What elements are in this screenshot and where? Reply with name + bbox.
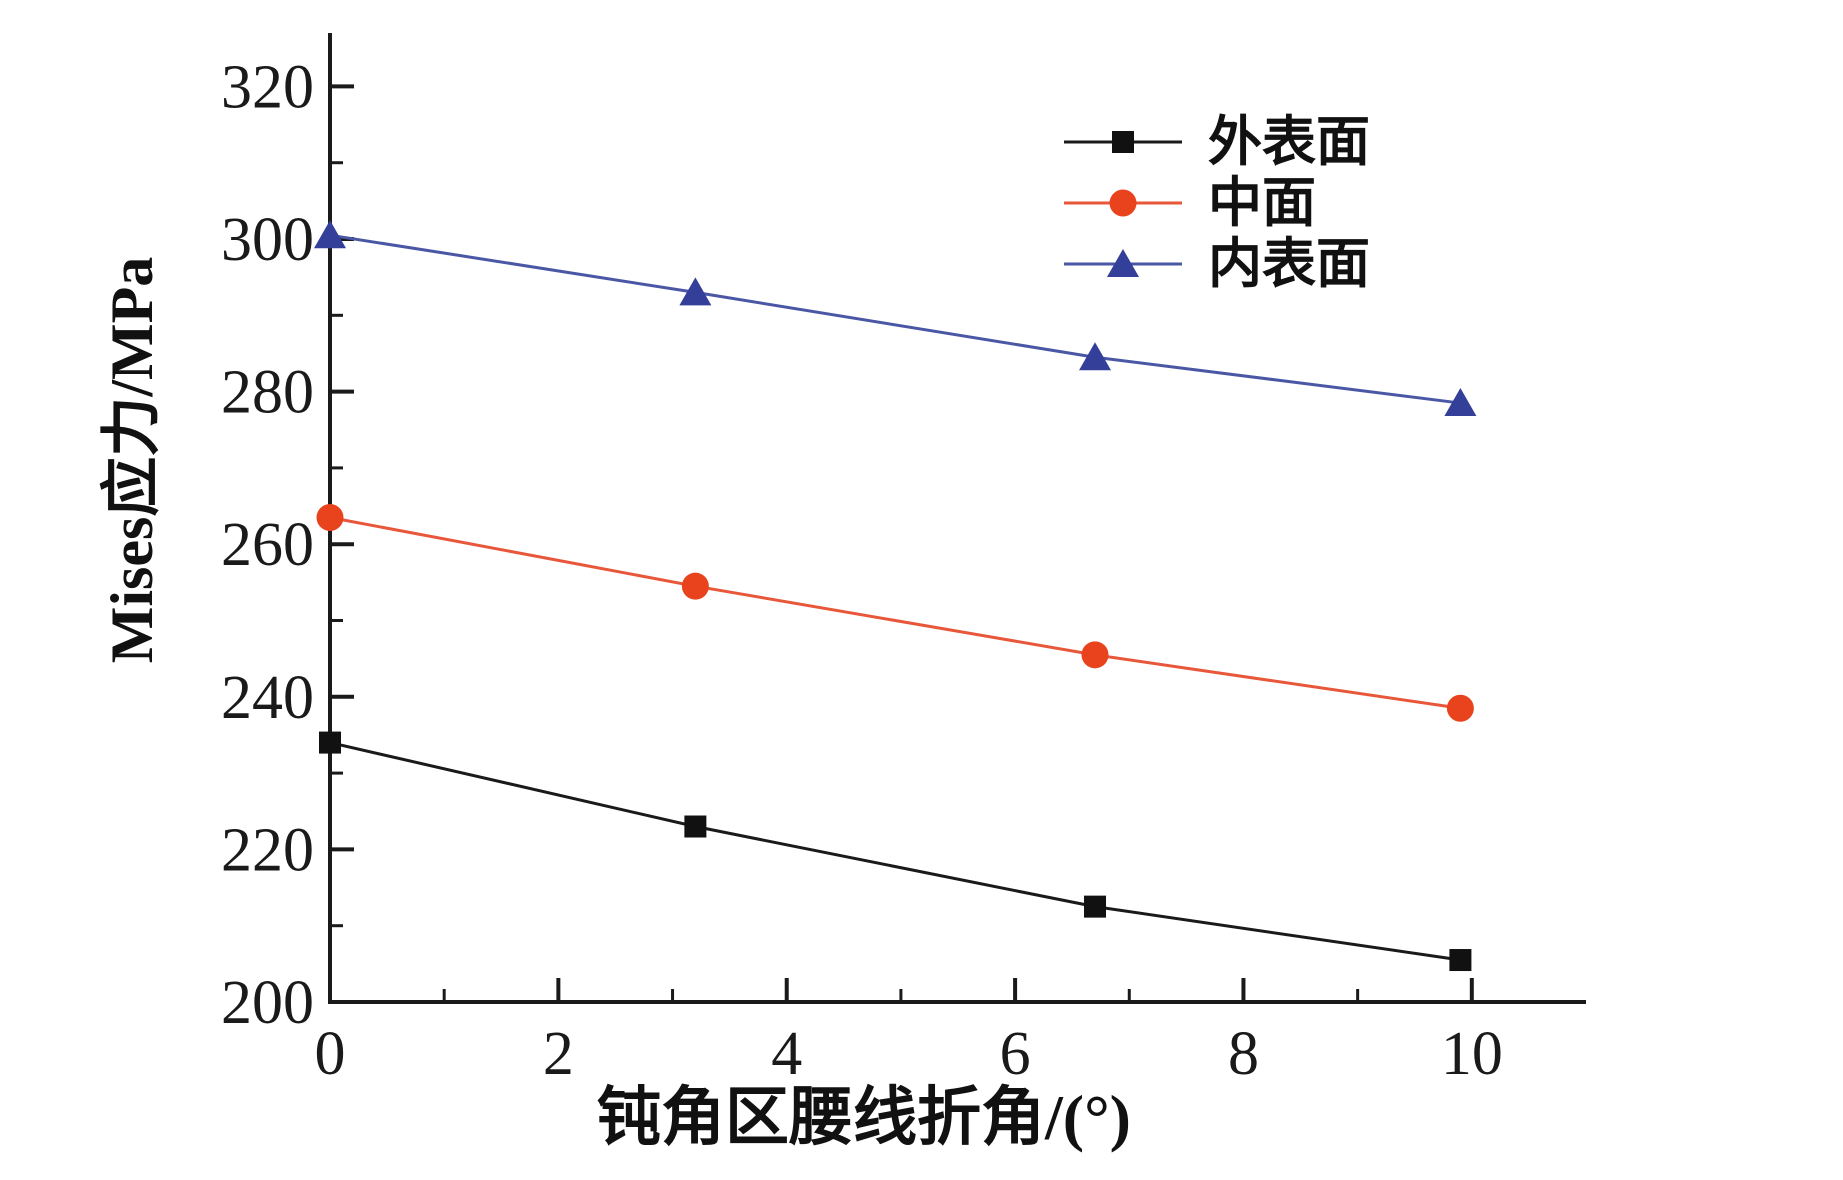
x-tick-label: 10 (1441, 1020, 1503, 1088)
data-point-circle (1081, 641, 1109, 669)
x-tick-label: 6 (1000, 1020, 1031, 1088)
legend-label-inner-surface: 内表面 (1208, 233, 1370, 294)
data-point-circle (1446, 694, 1474, 722)
legend-marker-triangle-icon (1064, 248, 1182, 277)
y-tick-label: 200 (221, 969, 314, 1037)
data-point-triangle (1079, 342, 1112, 371)
data-point-square (319, 731, 341, 754)
y-tick-label: 300 (221, 206, 314, 274)
data-point-triangle (1444, 388, 1477, 417)
x-tick-label: 4 (771, 1020, 802, 1088)
data-point-square (684, 815, 707, 838)
x-tick-label: 0 (315, 1020, 346, 1088)
y-tick-label: 220 (221, 816, 314, 884)
data-point-triangle (1107, 248, 1139, 277)
data-point-circle (316, 504, 344, 531)
series-line-1 (329, 516, 1461, 710)
y-tick-label: 260 (221, 511, 314, 579)
legend-marker-circle-icon (1064, 189, 1182, 216)
data-point-square (1112, 130, 1134, 153)
legend-item-mid-surface: 中面 (1064, 172, 1370, 233)
data-point-triangle (679, 277, 712, 306)
data-point-circle (681, 572, 709, 600)
data-point-circle (1109, 189, 1137, 216)
legend-label-outer-surface: 外表面 (1208, 111, 1370, 172)
y-tick-label: 240 (221, 664, 314, 732)
legend-item-outer-surface: 外表面 (1064, 111, 1370, 172)
y-tick-label: 280 (221, 359, 314, 427)
y-tick-label: 320 (221, 53, 314, 121)
x-tick-label: 8 (1228, 1020, 1259, 1088)
x-axis-title: 钝角区腰线折角/(°) (597, 1082, 1131, 1153)
legend-item-inner-surface: 内表面 (1064, 233, 1370, 294)
data-point-square (1449, 949, 1472, 972)
legend-marker-square-icon (1064, 130, 1182, 153)
legend-label-mid-surface: 中面 (1208, 172, 1316, 233)
data-point-triangle (314, 220, 346, 249)
y-axis-title: Mises应力/MPa (99, 256, 165, 664)
series-line-2 (329, 233, 1461, 405)
series-line-0 (329, 741, 1461, 962)
x-tick-label: 2 (543, 1020, 574, 1088)
data-point-square (1084, 895, 1107, 918)
legend: 外表面 中面 内表面 (1064, 111, 1370, 294)
